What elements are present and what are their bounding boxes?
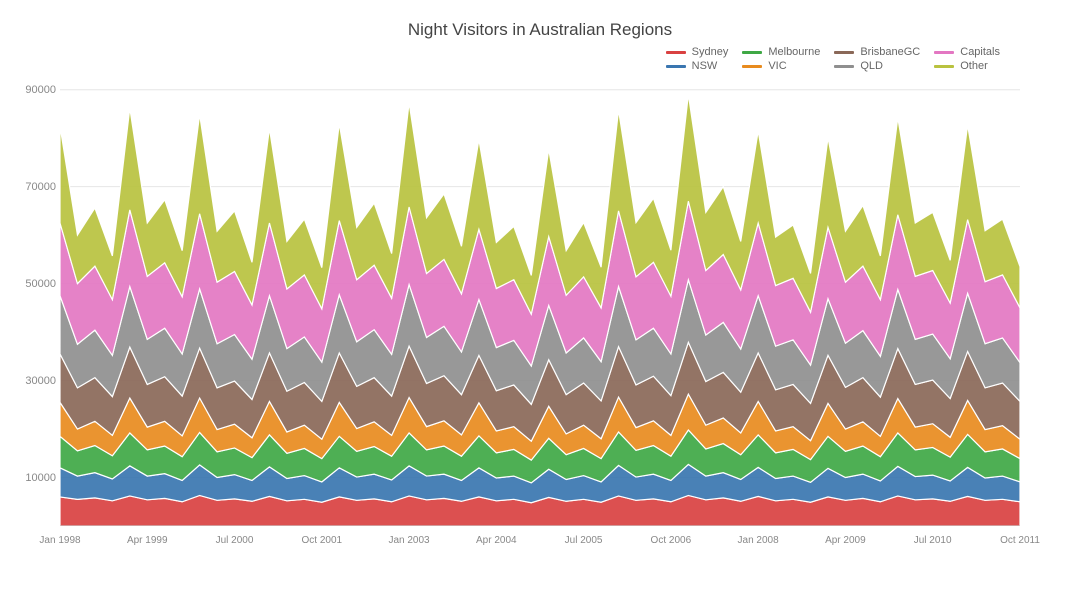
legend-swatch	[934, 65, 954, 68]
legend-label: Melbourne	[768, 46, 820, 58]
stacked-area-plot	[60, 80, 1020, 526]
legend-swatch	[834, 65, 854, 68]
legend-column: Melbourne VIC	[742, 46, 820, 72]
legend: Sydney NSW Melbourne VIC BrisbaneGC QLD Capita…	[480, 46, 1020, 72]
legend-label: Sydney	[692, 46, 729, 58]
legend-column: Sydney NSW	[666, 46, 729, 72]
legend-column: Capitals Other	[934, 46, 1000, 72]
x-tick-label: Jul 2000	[216, 535, 254, 546]
x-tick-label: Jul 2010	[914, 535, 952, 546]
legend-item: Sydney	[666, 46, 729, 58]
legend-swatch	[666, 65, 686, 68]
x-tick-label: Apr 1999	[127, 535, 168, 546]
legend-label: BrisbaneGC	[860, 46, 920, 58]
y-tick-label: 30000	[12, 375, 56, 387]
x-tick-label: Jan 1998	[39, 535, 80, 546]
legend-label: VIC	[768, 60, 786, 72]
y-axis: 10000 30000 50000 70000 90000	[12, 80, 56, 526]
legend-label: Capitals	[960, 46, 1000, 58]
x-tick-label: Jan 2008	[738, 535, 779, 546]
legend-label: NSW	[692, 60, 718, 72]
y-tick-label: 50000	[12, 278, 56, 290]
legend-item: BrisbaneGC	[834, 46, 920, 58]
legend-swatch	[834, 51, 854, 54]
legend-column: BrisbaneGC QLD	[834, 46, 920, 72]
y-tick-label: 70000	[12, 181, 56, 193]
x-tick-label: Oct 2001	[301, 535, 342, 546]
chart-container: Night Visitors in Australian Regions Syd…	[60, 10, 1020, 590]
legend-label: QLD	[860, 60, 883, 72]
x-tick-label: Apr 2004	[476, 535, 517, 546]
legend-item: VIC	[742, 60, 820, 72]
legend-swatch	[742, 65, 762, 68]
chart-title: Night Visitors in Australian Regions	[60, 20, 1020, 40]
y-tick-label: 10000	[12, 472, 56, 484]
legend-swatch	[934, 51, 954, 54]
x-tick-label: Apr 2009	[825, 535, 866, 546]
legend-item: Melbourne	[742, 46, 820, 58]
legend-swatch	[742, 51, 762, 54]
y-tick-label: 90000	[12, 84, 56, 96]
legend-item: Capitals	[934, 46, 1000, 58]
x-tick-label: Jan 2003	[388, 535, 429, 546]
x-axis: Jan 1998Apr 1999Jul 2000Oct 2001Jan 2003…	[60, 528, 1020, 550]
legend-item: QLD	[834, 60, 920, 72]
x-tick-label: Oct 2006	[651, 535, 692, 546]
x-tick-label: Oct 2011	[1000, 535, 1040, 546]
x-tick-label: Jul 2005	[565, 535, 603, 546]
plot-area: 1000030000500007000090000 Jan 1998Apr 19…	[60, 80, 1020, 550]
legend-item: NSW	[666, 60, 729, 72]
legend-item: Other	[934, 60, 1000, 72]
legend-label: Other	[960, 60, 988, 72]
legend-swatch	[666, 51, 686, 54]
